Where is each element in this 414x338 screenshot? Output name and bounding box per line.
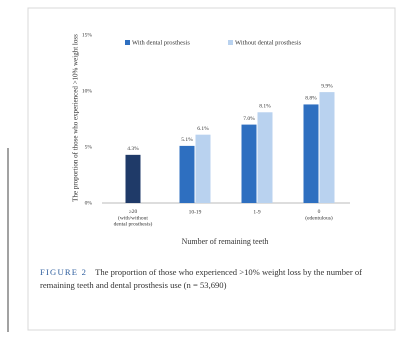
bar [241, 124, 257, 203]
figure-frame [27, 7, 396, 331]
x-tick-label: 0 (edentulous) [305, 209, 333, 221]
bar [125, 154, 141, 203]
value-label: 6.1% [197, 126, 209, 132]
value-label: 4.3% [127, 146, 139, 152]
x-axis-label: Number of remaining teeth [182, 237, 269, 246]
legend-label: Without dental prosthesis [235, 39, 302, 46]
caption-text: The proportion of those who experienced … [40, 267, 362, 290]
value-label: 8.8% [305, 96, 317, 102]
value-label: 8.1% [259, 104, 271, 110]
value-label: 7.0% [243, 116, 255, 122]
x-tick-label: 10-19 [189, 209, 202, 215]
legend-label: With dental prosthesis [132, 39, 190, 46]
bar [195, 134, 211, 203]
x-tick-label: ≥20 (with/without dental prosthesis) [114, 209, 153, 228]
legend-swatch [228, 40, 233, 45]
bar [303, 104, 319, 203]
y-tick-label: 10% [82, 88, 93, 94]
legend-swatch [125, 40, 130, 45]
y-axis-label: The proportion of those who experienced … [72, 34, 80, 202]
y-tick-label: 15% [82, 32, 93, 38]
bar [257, 112, 273, 203]
y-tick-label: 5% [85, 144, 93, 150]
bar [179, 145, 195, 203]
value-label: 9.9% [321, 83, 333, 89]
value-label: 5.1% [181, 137, 193, 143]
bar [319, 92, 335, 203]
caption: FIGURE 2 The proportion of those who expe… [40, 266, 385, 292]
caption-label: FIGURE 2 [40, 267, 88, 277]
x-tick-label: 1-9 [253, 209, 261, 215]
y-tick-label: 0% [85, 200, 93, 206]
